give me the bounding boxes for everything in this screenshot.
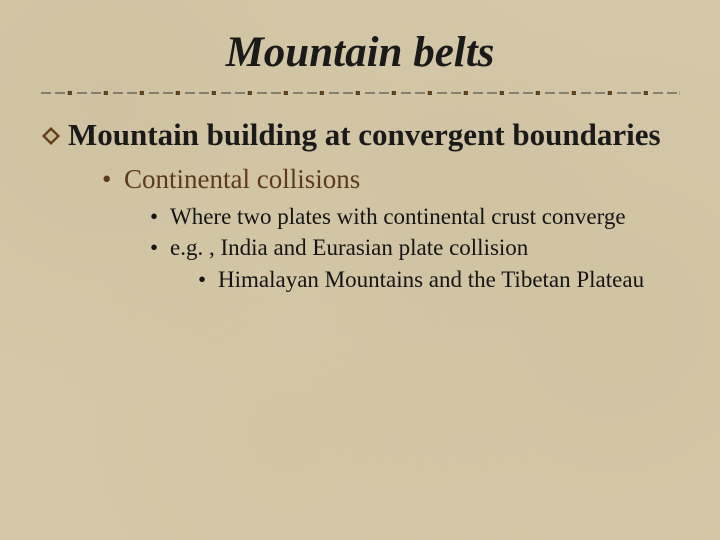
bullet-level4: • Himalayan Mountains and the Tibetan Pl… xyxy=(198,266,680,294)
level3-text: Where two plates with continental crust … xyxy=(170,203,626,231)
slide-title: Mountain belts xyxy=(40,28,680,77)
level3-text: e.g. , India and Eurasian plate collisio… xyxy=(170,234,528,262)
bullet-dot: • xyxy=(150,234,170,262)
bullet-dot: • xyxy=(198,266,218,294)
diamond-icon xyxy=(42,117,68,145)
bullet-dot: • xyxy=(150,203,170,231)
level4-text: Himalayan Mountains and the Tibetan Plat… xyxy=(218,266,644,294)
bullet-dot: • xyxy=(102,164,124,195)
level1-text: Mountain building at convergent boundari… xyxy=(68,117,661,154)
bullet-level1: Mountain building at convergent boundari… xyxy=(42,117,680,154)
level2-text: Continental collisions xyxy=(124,164,360,195)
bullet-level2: • Continental collisions xyxy=(102,164,680,195)
bullet-level3: • e.g. , India and Eurasian plate collis… xyxy=(150,234,680,262)
title-divider xyxy=(40,91,680,95)
bullet-level3: • Where two plates with continental crus… xyxy=(150,203,680,231)
